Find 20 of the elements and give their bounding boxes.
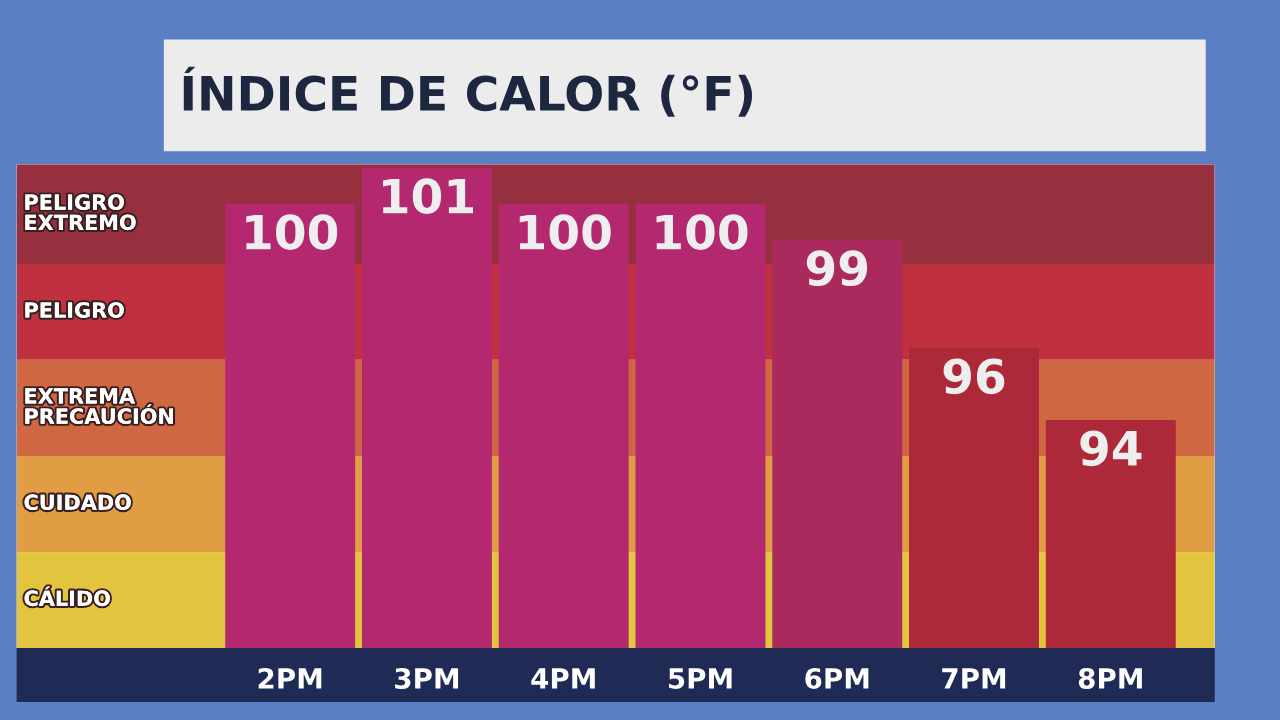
data-label: 100: [656, 214, 748, 251]
data-label: 100: [519, 214, 611, 251]
x-tick-label: 3PM: [395, 667, 459, 689]
data-label: 99: [806, 250, 868, 287]
x-tick-label: 6PM: [805, 667, 869, 689]
data-label: 101: [382, 178, 473, 214]
data-label: 94: [1080, 430, 1142, 467]
x-tick-label: 5PM: [668, 668, 732, 689]
x-tick-label: 8PM: [1078, 667, 1142, 689]
band-label: CUIDADO: [24, 494, 131, 511]
chart-title: ÍNDICE DE CALOR (°F): [183, 66, 753, 117]
band-label: CÁLIDO: [24, 586, 110, 607]
x-tick-label: 7PM: [942, 668, 1006, 689]
band-label: PELIGRO: [25, 302, 124, 318]
data-label: 96: [943, 358, 1005, 395]
band-label: PELIGRO EXTREMO: [25, 194, 136, 231]
x-tick-label: 4PM: [531, 668, 595, 689]
x-tick-label: 2PM: [258, 667, 322, 689]
band-label: EXTREMA PRECAUCIÓN: [25, 388, 173, 425]
data-label: 100: [246, 214, 338, 251]
